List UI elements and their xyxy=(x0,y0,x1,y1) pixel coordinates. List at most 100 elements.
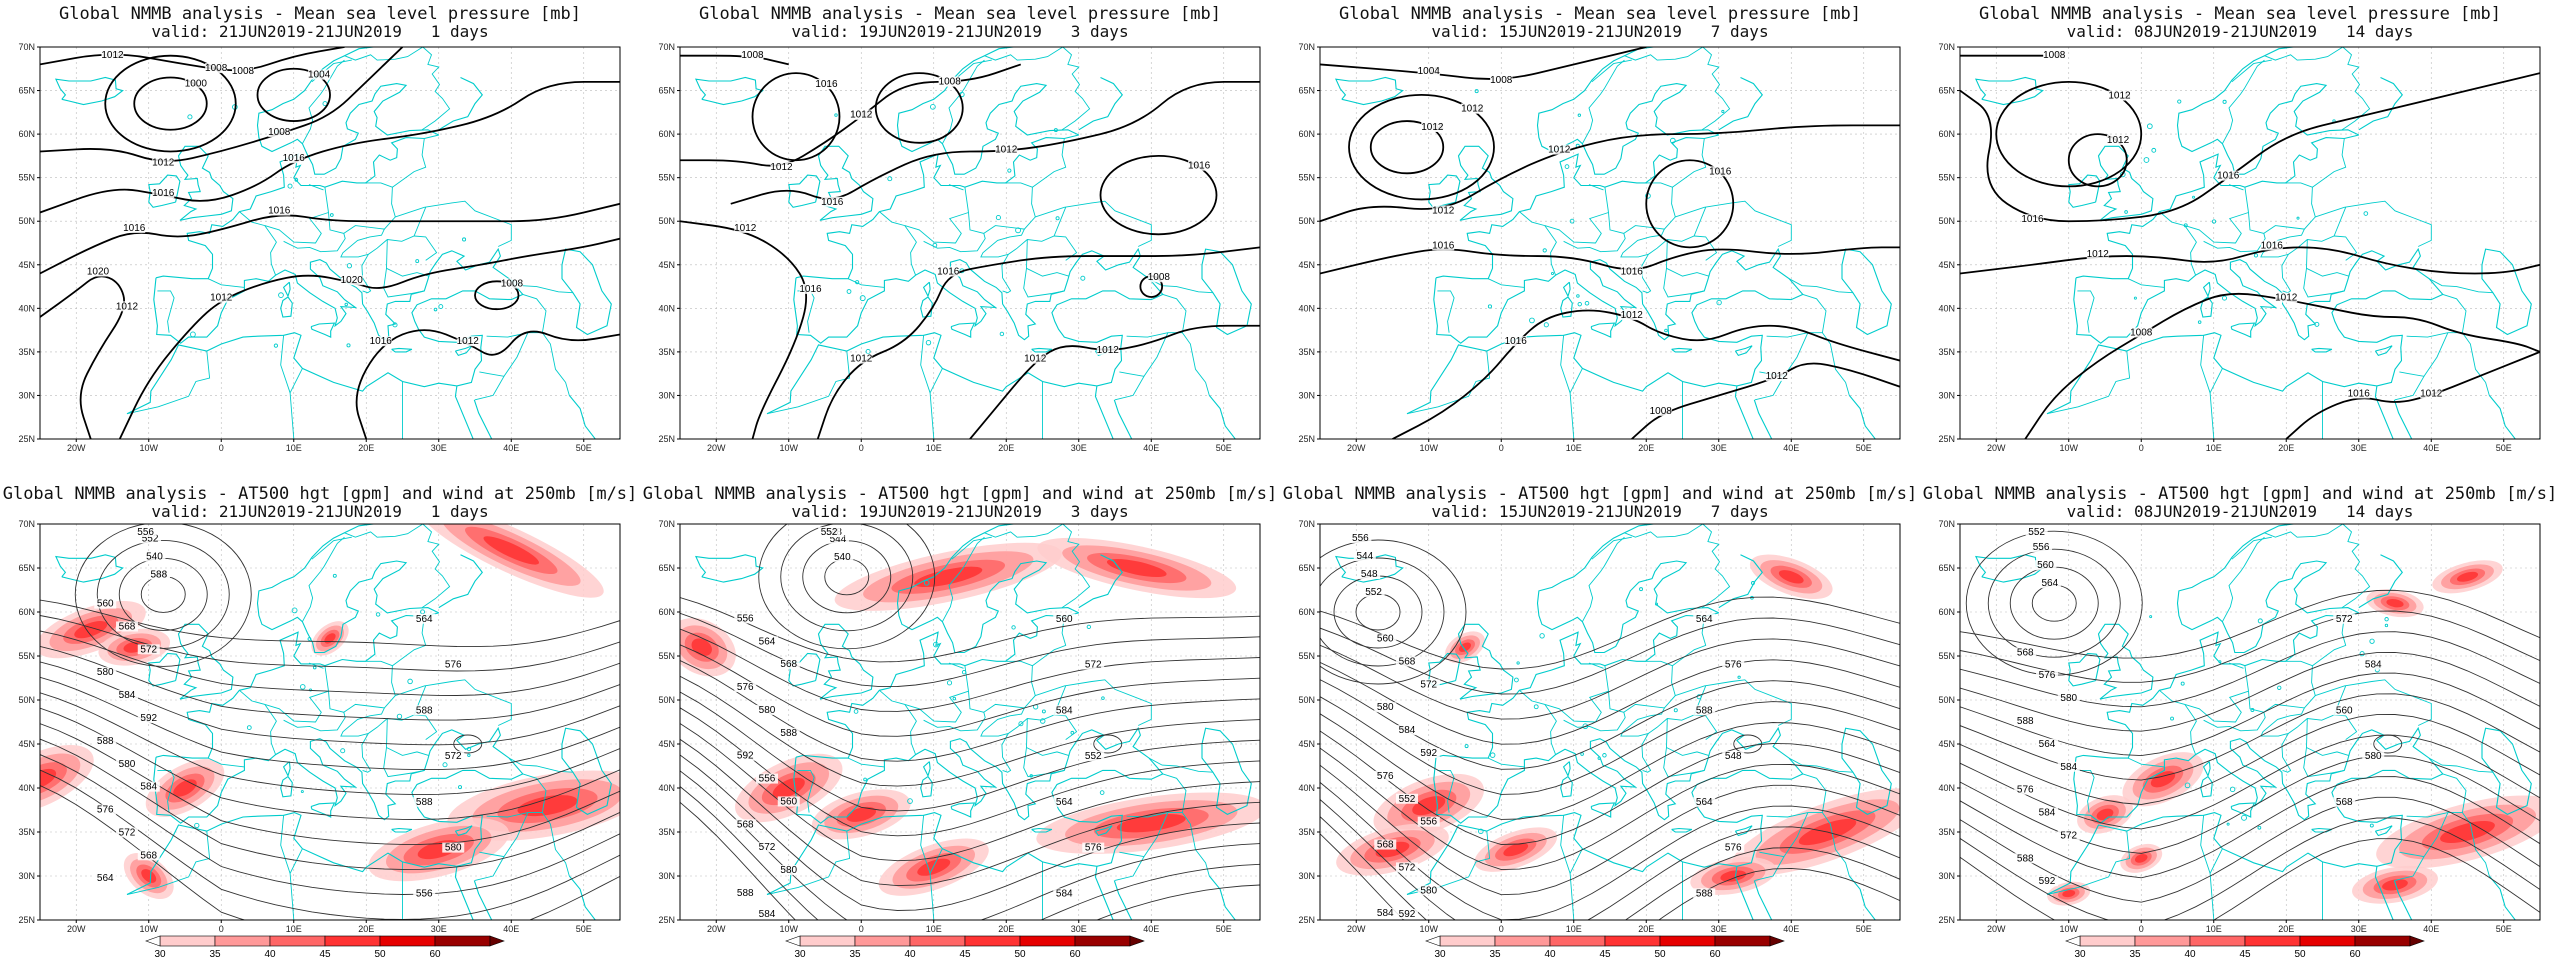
contour-label-bg xyxy=(770,161,793,172)
coastline xyxy=(1841,248,1892,336)
border-line xyxy=(1053,207,1067,237)
coastline xyxy=(1334,554,1404,583)
lon-label: 30E xyxy=(1071,443,1087,453)
colorbar-tick-label: 30 xyxy=(794,949,806,960)
island xyxy=(946,680,953,686)
coastline xyxy=(1671,347,1693,353)
lat-label: 40N xyxy=(658,303,675,313)
coastline xyxy=(1671,827,1693,833)
map-area: 1008 1012 1004 1008 1012 1012 1016 1016 1016 1012… xyxy=(1320,47,1900,439)
height-contour xyxy=(1960,714,2540,805)
lat-label: 45N xyxy=(1298,260,1315,270)
contour-label-bg xyxy=(1024,353,1047,364)
height-contour xyxy=(680,660,1260,762)
height-contour xyxy=(1733,734,1763,754)
coastline xyxy=(1078,554,1124,609)
colorbar-tick-label: 40 xyxy=(264,949,276,960)
border-line xyxy=(1126,293,1187,338)
contour-label-bg xyxy=(1709,166,1732,177)
contour-label-bg xyxy=(938,76,961,87)
contour-label: 544 xyxy=(1356,551,1373,562)
contour-label: 576 xyxy=(445,660,462,671)
contour-label-bg xyxy=(143,551,166,562)
coastline xyxy=(454,866,474,920)
coastline xyxy=(2488,875,2540,920)
coastline xyxy=(1094,866,1114,920)
coastline xyxy=(1562,281,1571,298)
border-line xyxy=(1675,679,1792,726)
contour-label: 556 xyxy=(137,527,154,538)
lat-label: 60N xyxy=(1298,607,1315,617)
border-line xyxy=(1519,689,1557,755)
contour-label-bg xyxy=(734,750,757,761)
height-contour xyxy=(40,692,620,796)
lat-label: 70N xyxy=(1938,42,1955,52)
lon-label: 10E xyxy=(1566,443,1582,453)
coastline xyxy=(1094,825,1113,837)
island xyxy=(2229,786,2236,793)
hgt500-panel-14days: Global NMMB analysis - AT500 hgt [gpm] a… xyxy=(1920,480,2560,960)
hgt500-map: 564 560 556 552 568 572 576 580 584 588 564 560 584 5… xyxy=(1938,519,2541,960)
border-line xyxy=(1032,138,1067,188)
height-contour xyxy=(680,675,1260,787)
contour-label-bg xyxy=(777,727,800,738)
coastline xyxy=(1208,875,1260,920)
lat-label: 70N xyxy=(18,519,35,529)
island xyxy=(1489,752,1496,758)
contour-label-bg xyxy=(2014,715,2037,726)
border-line xyxy=(2228,662,2244,669)
contour-label-bg xyxy=(1620,266,1643,277)
border-line xyxy=(2428,278,2493,294)
border-line xyxy=(1675,200,1792,247)
jet-streak xyxy=(691,638,712,656)
jet-streak xyxy=(141,869,157,883)
contour-label-bg xyxy=(232,66,254,77)
coastline xyxy=(310,322,336,338)
border-line xyxy=(302,536,345,622)
contour-label-bg xyxy=(1374,839,1397,850)
contour-label: 576 xyxy=(2017,785,2034,796)
coastline xyxy=(2176,47,2360,175)
contour-label: 1016 xyxy=(937,266,960,277)
border-line xyxy=(920,335,931,393)
lon-label: 30E xyxy=(2351,443,2367,453)
coastline xyxy=(561,248,612,336)
contour-label-bg xyxy=(1417,66,1440,77)
colorbar-segment xyxy=(854,935,911,947)
colorbar-tick-label: 45 xyxy=(2239,949,2251,960)
island xyxy=(1007,168,1012,173)
border-line xyxy=(1591,59,1632,83)
island xyxy=(1673,708,1678,713)
lon-label: 20W xyxy=(1347,924,1366,934)
island xyxy=(2170,716,2174,721)
contour-label-bg xyxy=(741,50,764,60)
coastline xyxy=(766,247,1164,415)
border-line xyxy=(1588,184,1604,191)
contour-label-bg xyxy=(1396,862,1418,873)
coastline xyxy=(950,802,976,818)
contour-label: 588 xyxy=(416,797,433,808)
island xyxy=(2192,195,2196,199)
border-line xyxy=(2200,815,2211,874)
contour-label-bg xyxy=(2036,807,2058,818)
lat-label: 70N xyxy=(1298,519,1315,529)
coastline xyxy=(256,47,440,175)
height-contour xyxy=(680,738,1260,887)
contour-label: 588 xyxy=(416,705,433,716)
lon-label: 20W xyxy=(707,924,726,934)
island xyxy=(438,304,444,310)
panel-title: Global NMMB analysis - Mean sea level pr… xyxy=(699,4,1221,24)
border-line xyxy=(879,689,917,755)
coastline xyxy=(2374,345,2393,357)
coastline xyxy=(2068,652,2101,687)
colorbar-segment xyxy=(269,935,326,947)
contour-label-bg xyxy=(1082,842,1105,853)
colorbar-tick-label: 35 xyxy=(2129,949,2141,960)
contour-label: 576 xyxy=(1377,771,1394,782)
coastline xyxy=(148,174,181,208)
coastline xyxy=(282,281,291,298)
coastline xyxy=(2097,623,2154,700)
border-line xyxy=(1693,207,1707,237)
contour-label-bg xyxy=(2086,249,2109,260)
island xyxy=(1474,89,1479,94)
